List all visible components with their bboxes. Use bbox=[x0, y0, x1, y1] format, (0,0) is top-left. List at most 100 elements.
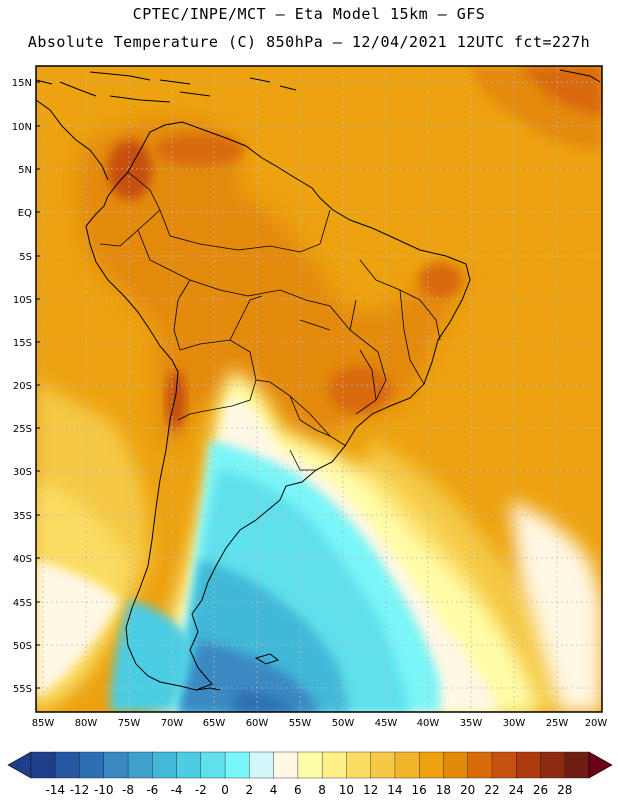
colorbar-tick-label: -6 bbox=[146, 783, 158, 797]
colorbar-tick-label: 26 bbox=[533, 783, 548, 797]
lon-label: 35W bbox=[460, 718, 483, 729]
coastline-south-america bbox=[85, 121, 471, 691]
color-scale-legend: -14 -12 -10 -8 -6 -4 -2 0 2 4 6 8 10 12 14 16 18 20 22 24 26… bbox=[7, 751, 613, 797]
lon-label: 25W bbox=[546, 718, 569, 729]
temp-hotspot-colombia bbox=[108, 140, 152, 200]
lon-label: 70W bbox=[161, 718, 184, 729]
graticule bbox=[36, 66, 602, 712]
colorbar-tick-label: 24 bbox=[509, 783, 524, 797]
colorbar-swatch bbox=[418, 751, 445, 779]
colorbar-tick-label: 2 bbox=[246, 783, 254, 797]
coastline-tierra-del-fuego bbox=[195, 687, 221, 691]
lon-label: 50W bbox=[332, 718, 355, 729]
colorbar-tick-label: 12 bbox=[363, 783, 378, 797]
lat-label: 10N bbox=[12, 122, 32, 133]
colorbar-swatch bbox=[103, 751, 129, 779]
lat-label: 5N bbox=[18, 165, 32, 176]
temp-deep-cold bbox=[230, 690, 300, 712]
colorbar-tick-label: 20 bbox=[460, 783, 475, 797]
colorbar-swatch bbox=[249, 751, 275, 779]
lon-label: 20W bbox=[585, 718, 608, 729]
colorbar-swatch bbox=[540, 751, 566, 779]
colorbar-swatch bbox=[394, 751, 420, 779]
colorbar-tick-label: 4 bbox=[270, 783, 278, 797]
map-frame bbox=[35, 65, 603, 713]
colorbar-tick-label: 18 bbox=[436, 783, 451, 797]
lat-label: EQ bbox=[18, 208, 32, 219]
colorbar-tick-label: 16 bbox=[412, 783, 427, 797]
colorbar-tick-label: 10 bbox=[339, 783, 354, 797]
colorbar-swatch bbox=[127, 751, 153, 779]
lon-label: 80W bbox=[75, 718, 98, 729]
colorbar-swatch bbox=[176, 751, 202, 779]
lat-label: 40S bbox=[13, 554, 32, 565]
lat-label: 50S bbox=[13, 641, 32, 652]
latitude-axis: 15N 10N 5N EQ 5S 10S 15S 20S 25S 30S 35S… bbox=[12, 78, 32, 695]
lon-label: 60W bbox=[246, 718, 269, 729]
lon-label: 85W bbox=[32, 718, 55, 729]
colorbar-swatch bbox=[370, 751, 396, 779]
lon-label: 55W bbox=[289, 718, 312, 729]
temp-hotspot-se-brazil bbox=[328, 366, 392, 414]
temp-hotspot-andes bbox=[166, 370, 186, 430]
map-subtitle: Absolute Temperature (C) 850hPa – 12/04/… bbox=[27, 33, 591, 51]
colorbar-tick-label: 6 bbox=[294, 783, 302, 797]
lat-label: 10S bbox=[13, 295, 32, 306]
lon-label: 75W bbox=[118, 718, 141, 729]
colorbar-tick-label: -2 bbox=[195, 783, 207, 797]
lat-label: 5S bbox=[19, 252, 32, 263]
lat-label: 35S bbox=[13, 511, 32, 522]
colorbar-swatch bbox=[346, 751, 372, 779]
latitude-ticks bbox=[36, 81, 40, 689]
lon-label: 65W bbox=[203, 718, 226, 729]
colorbar-swatch bbox=[30, 751, 56, 779]
lon-label: 40W bbox=[417, 718, 440, 729]
coastline-falklands bbox=[254, 653, 280, 665]
colorbar-tick-label: 14 bbox=[387, 783, 402, 797]
colorbar-swatch bbox=[516, 751, 542, 779]
coastline-central-america bbox=[36, 79, 211, 181]
colorbar-over-arrow bbox=[588, 751, 613, 779]
colorbar-swatch bbox=[273, 751, 299, 779]
longitude-axis: 85W 80W 75W 70W 65W 60W 55W 50W 45W 40W … bbox=[32, 718, 608, 729]
colorbar-tick-label: -10 bbox=[94, 783, 114, 797]
country-borders bbox=[99, 171, 441, 471]
colorbar-swatch bbox=[467, 751, 493, 779]
lat-label: 25S bbox=[13, 424, 32, 435]
colorbar-tick-label: -12 bbox=[70, 783, 90, 797]
colorbar-swatch bbox=[224, 751, 250, 779]
colorbar-swatch bbox=[491, 751, 517, 779]
lat-label: 15S bbox=[13, 338, 32, 349]
coastline-caribbean-islands bbox=[89, 69, 601, 91]
colorbar-swatch bbox=[564, 751, 590, 779]
colorbar-swatch bbox=[321, 751, 347, 779]
colorbar-swatch bbox=[200, 751, 226, 779]
colorbar-tick-label: 0 bbox=[221, 783, 229, 797]
colorbar-swatch bbox=[443, 751, 469, 779]
map-title: CPTEC/INPE/MCT – Eta Model 15km – GFS bbox=[132, 5, 486, 23]
temp-hotspot-venezuela bbox=[155, 134, 245, 166]
colorbar-swatch bbox=[79, 751, 105, 779]
colorbar-tick-label: -8 bbox=[122, 783, 134, 797]
colorbar-tick-label: 8 bbox=[318, 783, 326, 797]
colorbar-swatch bbox=[152, 751, 178, 779]
colorbar-tick-label: -14 bbox=[45, 783, 65, 797]
temp-hotspot-ne-brazil bbox=[418, 262, 462, 298]
temperature-field bbox=[36, 66, 602, 712]
lat-label: 30S bbox=[13, 467, 32, 478]
lon-label: 45W bbox=[375, 718, 398, 729]
lat-label: 45S bbox=[13, 598, 32, 609]
temp-coldest-core bbox=[180, 640, 320, 712]
colorbar-tick-label: 22 bbox=[484, 783, 499, 797]
temp-cool-pacific-pale bbox=[36, 560, 120, 700]
lat-label: 20S bbox=[13, 381, 32, 392]
lat-label: 15N bbox=[12, 78, 32, 89]
colorbar-tick-label: 28 bbox=[557, 783, 572, 797]
lon-label: 30W bbox=[503, 718, 526, 729]
colorbar-swatch bbox=[297, 751, 323, 779]
colorbar-tick-label: -4 bbox=[171, 783, 183, 797]
temp-pale-atlantic bbox=[510, 500, 602, 712]
colorbar-swatch bbox=[55, 751, 81, 779]
